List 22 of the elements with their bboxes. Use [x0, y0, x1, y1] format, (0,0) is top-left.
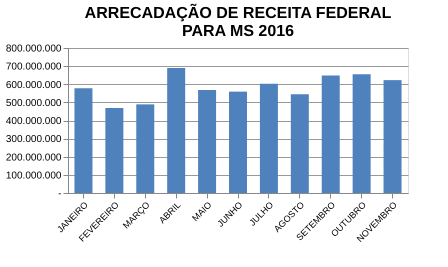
y-tick-label: 500.000.000 — [6, 98, 62, 109]
bar — [198, 90, 216, 193]
bar — [260, 84, 278, 193]
y-tick-label: 300.000.000 — [6, 134, 62, 146]
bar — [290, 94, 309, 193]
bar — [322, 76, 340, 193]
y-tick-label: 800.000.000 — [6, 44, 62, 54]
bar — [167, 68, 186, 193]
text: PARA MS 2016 — [182, 23, 294, 40]
text: ARRECADAÇÃO DE RECEITA FEDERAL — [84, 5, 392, 22]
y-tick-label: 600.000.000 — [6, 80, 62, 91]
bar — [74, 88, 92, 193]
y-tick-label: 200.000.000 — [6, 152, 62, 164]
bar — [352, 74, 371, 193]
y-tick-label: 700.000.000 — [6, 62, 62, 73]
y-tick-label: 400.000.000 — [6, 116, 62, 127]
bar — [384, 80, 402, 193]
y-tick-label: 100.000.000 — [6, 170, 62, 182]
bar — [136, 104, 154, 193]
bar — [229, 92, 247, 193]
y-tick-label: - — [58, 188, 62, 200]
bar — [105, 108, 124, 193]
